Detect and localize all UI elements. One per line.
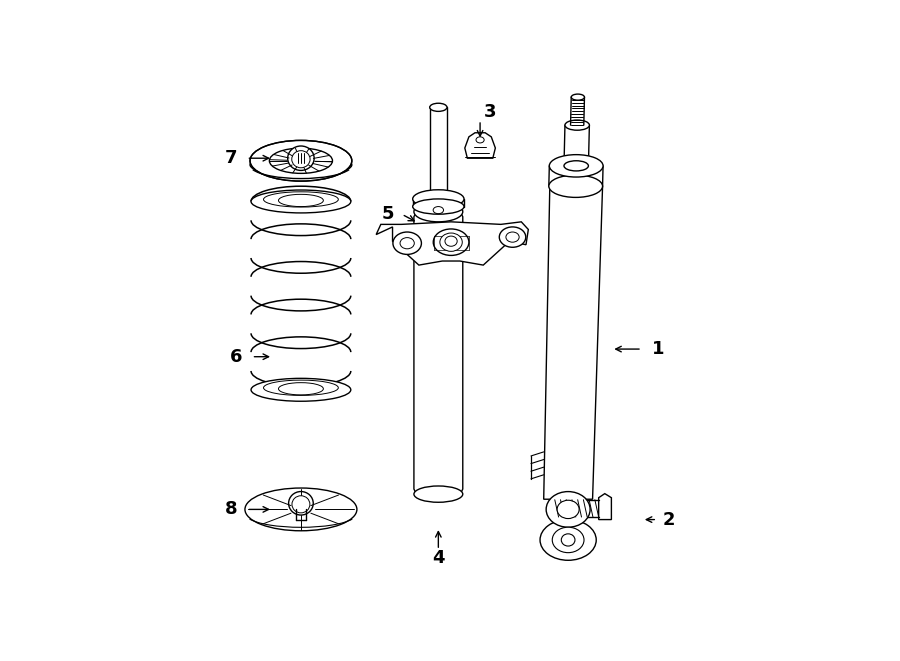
Ellipse shape xyxy=(251,378,351,401)
Polygon shape xyxy=(544,186,603,499)
Ellipse shape xyxy=(557,500,579,519)
Ellipse shape xyxy=(251,281,350,310)
Text: 8: 8 xyxy=(225,500,238,518)
Ellipse shape xyxy=(546,492,590,527)
Ellipse shape xyxy=(540,520,596,561)
Ellipse shape xyxy=(476,137,484,143)
Ellipse shape xyxy=(269,148,332,173)
Ellipse shape xyxy=(549,175,603,198)
Ellipse shape xyxy=(250,153,352,176)
Ellipse shape xyxy=(288,146,314,171)
Polygon shape xyxy=(376,222,528,265)
Ellipse shape xyxy=(292,151,310,168)
Ellipse shape xyxy=(413,190,464,208)
Ellipse shape xyxy=(572,94,584,100)
Ellipse shape xyxy=(414,486,463,502)
Text: 3: 3 xyxy=(484,103,497,122)
Ellipse shape xyxy=(250,140,352,181)
Polygon shape xyxy=(464,133,495,158)
Ellipse shape xyxy=(429,103,447,112)
Ellipse shape xyxy=(562,534,575,546)
Ellipse shape xyxy=(251,243,350,272)
Ellipse shape xyxy=(413,199,464,214)
Polygon shape xyxy=(598,494,611,520)
Ellipse shape xyxy=(400,237,414,249)
Ellipse shape xyxy=(553,527,584,553)
Text: 4: 4 xyxy=(432,549,445,566)
Ellipse shape xyxy=(245,488,357,531)
Text: 6: 6 xyxy=(230,348,242,366)
Ellipse shape xyxy=(289,492,313,515)
Ellipse shape xyxy=(414,202,463,222)
Text: 1: 1 xyxy=(652,340,664,358)
Ellipse shape xyxy=(564,161,589,171)
Ellipse shape xyxy=(292,496,310,513)
Ellipse shape xyxy=(251,206,350,235)
Text: 2: 2 xyxy=(662,510,675,529)
Ellipse shape xyxy=(251,356,350,385)
Ellipse shape xyxy=(393,232,421,254)
Ellipse shape xyxy=(500,227,526,247)
Text: 7: 7 xyxy=(225,149,238,167)
Ellipse shape xyxy=(506,232,519,242)
Text: 5: 5 xyxy=(382,205,394,223)
Ellipse shape xyxy=(565,120,590,130)
Ellipse shape xyxy=(251,190,351,213)
Ellipse shape xyxy=(549,155,603,177)
Polygon shape xyxy=(414,212,463,494)
Ellipse shape xyxy=(440,233,463,251)
Polygon shape xyxy=(564,125,590,166)
Ellipse shape xyxy=(433,229,469,255)
Ellipse shape xyxy=(251,319,350,348)
